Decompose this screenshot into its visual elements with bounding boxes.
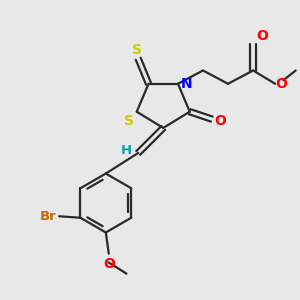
Text: S: S	[124, 114, 134, 128]
Text: H: H	[120, 144, 131, 157]
Text: O: O	[256, 28, 268, 43]
Text: O: O	[214, 114, 226, 128]
Text: S: S	[132, 43, 142, 57]
Text: O: O	[275, 77, 287, 91]
Text: N: N	[180, 77, 192, 91]
Text: Br: Br	[39, 210, 56, 223]
Text: O: O	[103, 257, 115, 271]
